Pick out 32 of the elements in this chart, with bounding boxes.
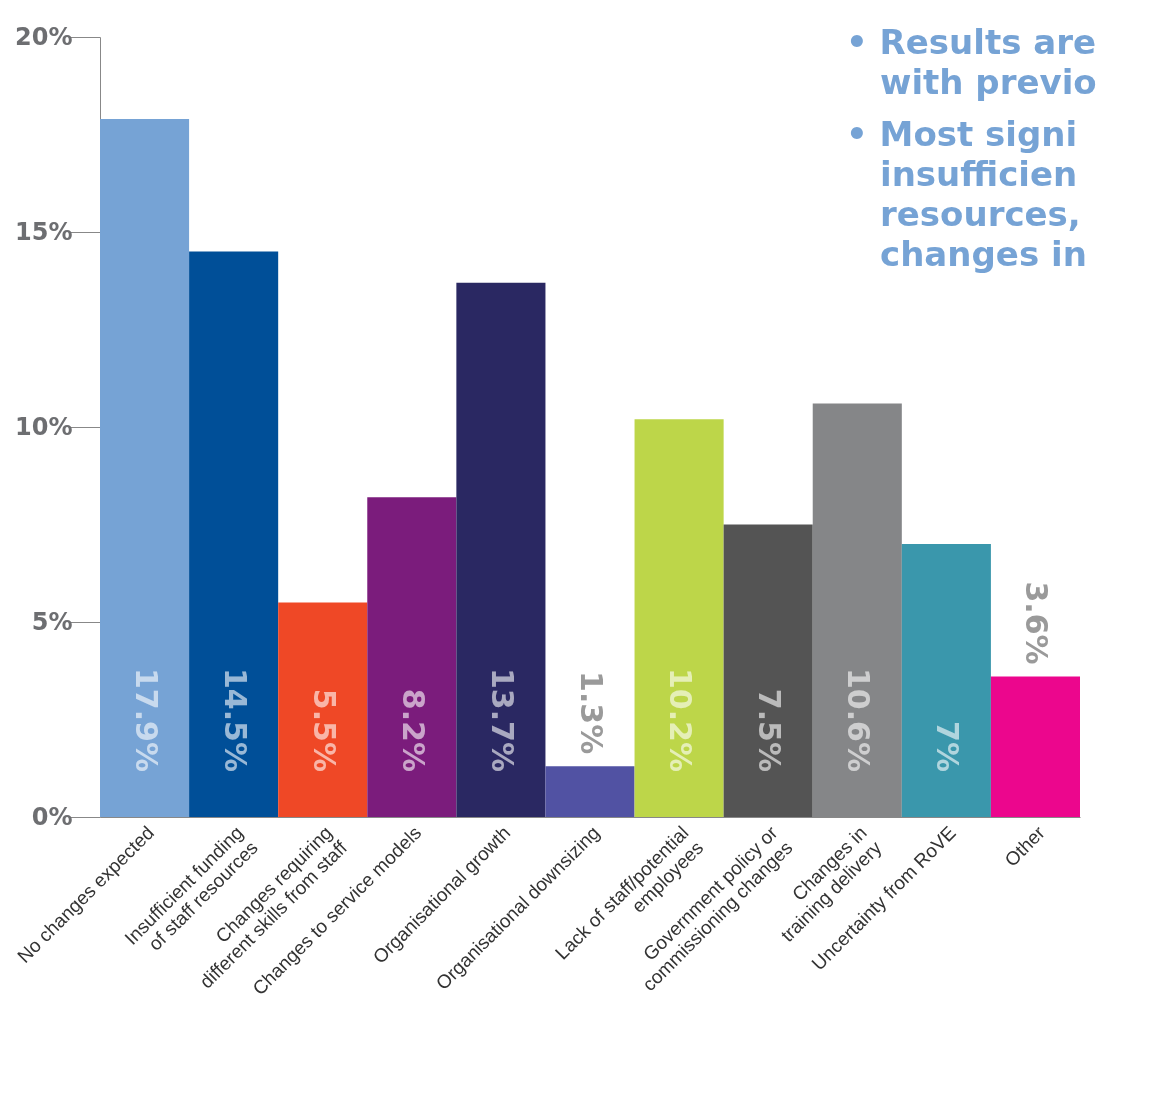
y-tick-label: 0% (31, 802, 73, 831)
bar (278, 602, 368, 817)
y-tick-label: 5% (31, 607, 73, 636)
y-tick-label: 10% (15, 412, 73, 441)
data-label: 7.5% (752, 688, 788, 772)
annotation: insufficien (880, 154, 1078, 194)
data-label: 3.6% (1019, 581, 1055, 665)
annotation: resources, (880, 194, 1081, 234)
data-label: 10.2% (663, 667, 699, 772)
bar (456, 282, 546, 817)
y-tick-label: 15% (15, 217, 73, 246)
bar (367, 497, 457, 817)
bar (189, 251, 279, 817)
annotation: • Most signi (846, 114, 1078, 154)
bar (990, 676, 1080, 817)
data-label: 7% (930, 721, 966, 772)
bar (901, 544, 991, 817)
data-label: 14.5% (217, 667, 253, 772)
annotation: • Results are (846, 22, 1097, 62)
bar (723, 524, 813, 817)
data-label: 5.5% (306, 688, 342, 772)
bar (545, 766, 635, 817)
data-label: 17.9% (128, 667, 164, 772)
bar (100, 118, 190, 817)
annotation: changes in (880, 234, 1087, 274)
bar (634, 419, 724, 817)
data-label: 10.6% (841, 667, 877, 772)
data-label: 1.3% (574, 671, 609, 755)
y-tick-label: 20% (15, 22, 73, 51)
data-label: 8.2% (395, 688, 431, 772)
annotation: with previo (880, 62, 1097, 102)
data-label: 13.7% (484, 667, 520, 772)
